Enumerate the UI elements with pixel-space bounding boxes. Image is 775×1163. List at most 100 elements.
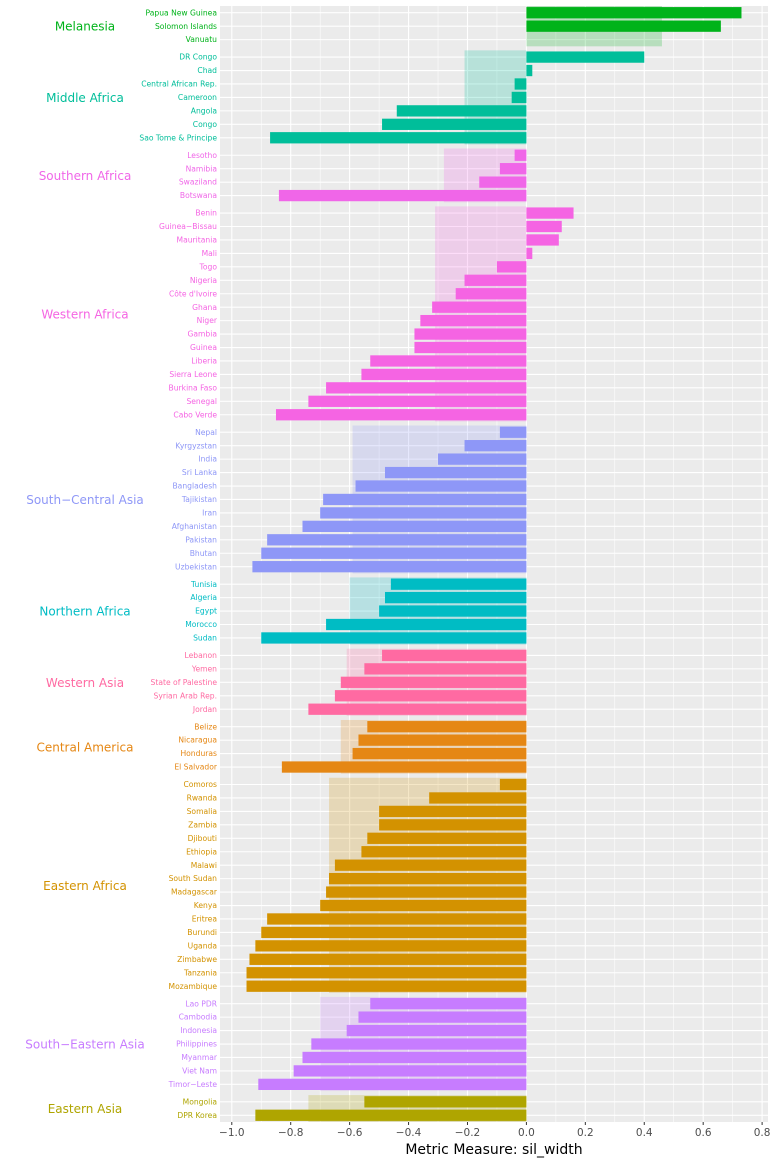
- bar: [361, 846, 527, 858]
- country-label: Sierra Leone: [169, 370, 217, 379]
- bar: [346, 1024, 527, 1037]
- bar: [261, 632, 527, 644]
- bar: [355, 480, 527, 492]
- country-label: Burkina Faso: [169, 383, 218, 392]
- country-label: Togo: [199, 262, 218, 271]
- bar: [429, 792, 527, 804]
- bar: [367, 721, 527, 733]
- country-label: DR Congo: [179, 53, 217, 62]
- country-label: Papua New Guinea: [145, 8, 217, 17]
- bars: [246, 7, 742, 1121]
- bar: [326, 382, 527, 394]
- bar: [414, 328, 527, 340]
- bar: [267, 534, 527, 546]
- bar: [511, 91, 527, 104]
- country-label: Syrian Arab Rep.: [154, 691, 217, 700]
- country-label: Tanzania: [183, 968, 217, 977]
- country-label: Rwanda: [187, 794, 217, 803]
- country-label: Guinea−Bissau: [159, 222, 217, 231]
- bar: [526, 7, 742, 19]
- group-label: Southern Africa: [39, 169, 132, 183]
- country-label: Lao PDR: [185, 999, 217, 1008]
- country-label: Tajikistan: [181, 495, 217, 504]
- country-label: Guinea: [190, 343, 217, 352]
- x-axis: −1.0 −0.8 −0.6 −0.4 −0.2 0.0 0.2 0.4 0.6 0.8: [219, 1122, 770, 1139]
- country-label: Comoros: [183, 780, 217, 789]
- x-tick-label: −1.0: [219, 1127, 245, 1139]
- country-label: Niger: [197, 316, 218, 325]
- country-label: Liberia: [191, 357, 217, 366]
- country-label: Nepal: [195, 428, 217, 437]
- bar: [320, 899, 527, 912]
- country-label: Myanmar: [181, 1053, 218, 1062]
- country-label: Zimbabwe: [177, 955, 217, 964]
- country-label: India: [198, 455, 217, 464]
- country-label: Uzbekistan: [175, 562, 217, 571]
- country-label: Timor−Leste: [168, 1080, 218, 1089]
- country-label: Mongolia: [183, 1097, 217, 1106]
- country-label: Viet Nam: [182, 1067, 217, 1076]
- country-label: Belize: [194, 722, 217, 731]
- country-label: Zambia: [188, 820, 217, 829]
- bar: [414, 341, 527, 354]
- bar: [323, 493, 527, 506]
- bar: [293, 1065, 527, 1077]
- country-label: Ghana: [192, 303, 217, 312]
- bar: [340, 676, 527, 688]
- bar: [382, 118, 527, 130]
- country-label: Honduras: [180, 749, 217, 758]
- bar: [526, 20, 721, 32]
- country-label: Jordan: [192, 705, 217, 714]
- country-label: DPR Korea: [177, 1111, 217, 1120]
- group-labels: Melanesia Middle Africa Southern Africa Wes…: [25, 20, 145, 1116]
- bar: [358, 734, 527, 746]
- country-label: Djibouti: [188, 834, 217, 843]
- bar: [278, 189, 527, 202]
- country-label: Bangladesh: [172, 482, 217, 491]
- country-label: South Sudan: [169, 874, 218, 883]
- country-label: Bhutan: [190, 549, 217, 558]
- bar: [526, 51, 645, 63]
- bar: [252, 561, 527, 573]
- country-label: Eritrea: [192, 915, 217, 924]
- bar: [384, 591, 527, 604]
- country-label: Malawi: [191, 861, 217, 870]
- group-label: Central America: [36, 740, 133, 754]
- group-label: Eastern Asia: [48, 1102, 123, 1116]
- x-tick-label: −0.2: [455, 1127, 481, 1139]
- bar: [496, 261, 527, 273]
- bar: [270, 132, 527, 144]
- country-label: Kyrgyzstan: [175, 441, 217, 450]
- bar: [267, 913, 527, 925]
- bar: [311, 1038, 527, 1050]
- x-tick-label: 0.8: [754, 1127, 771, 1139]
- country-label: Chad: [197, 66, 217, 75]
- bar: [464, 440, 527, 452]
- country-label: Benin: [195, 209, 217, 218]
- bar: [526, 220, 562, 233]
- bar: [464, 274, 527, 286]
- country-label: Cabo Verde: [173, 410, 217, 419]
- country-label: Pakistan: [185, 535, 217, 544]
- bar: [320, 507, 527, 519]
- bar: [308, 703, 527, 715]
- group-label: Eastern Africa: [43, 879, 127, 893]
- bar: [499, 426, 527, 438]
- country-label: Tunisia: [190, 580, 217, 589]
- country-label: Sri Lanka: [182, 468, 217, 477]
- country-label: Côte d'Ivoire: [169, 289, 217, 298]
- country-label: Indonesia: [180, 1026, 217, 1035]
- bar: [384, 466, 527, 479]
- bar: [255, 940, 527, 952]
- bar: [455, 288, 527, 300]
- bar: [379, 605, 527, 617]
- bar: [396, 105, 527, 117]
- country-label: Central African Rep.: [141, 80, 217, 89]
- bar: [302, 1051, 527, 1064]
- country-label: Philippines: [176, 1040, 217, 1049]
- group-label: Middle Africa: [46, 91, 124, 105]
- x-tick-label: 0.6: [695, 1127, 712, 1139]
- country-label: Gambia: [187, 330, 217, 339]
- country-label: Namibia: [186, 164, 217, 173]
